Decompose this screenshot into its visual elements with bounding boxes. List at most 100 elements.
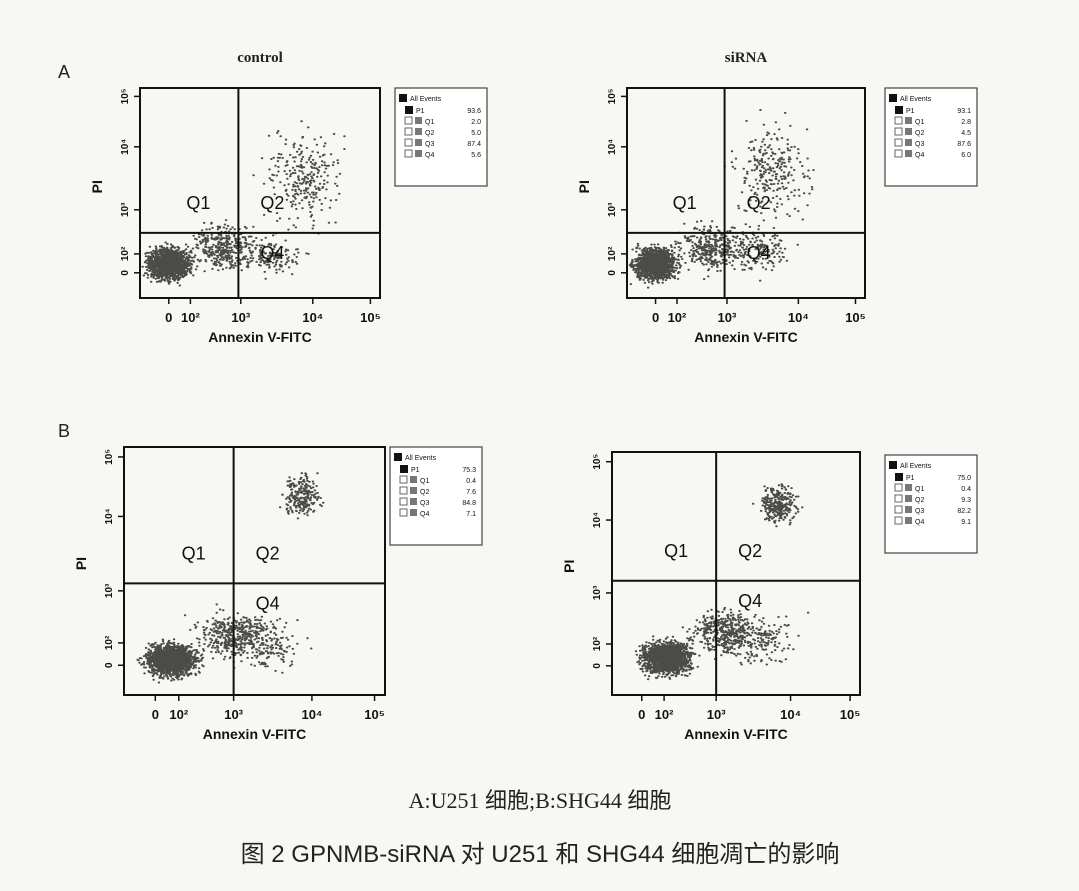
panel-title: control	[237, 50, 283, 66]
y-tick-label: 10⁵	[592, 454, 603, 470]
legend-checkbox	[404, 127, 413, 136]
legend-header: All Events	[410, 96, 442, 103]
x-tick-label: 10⁴	[788, 310, 809, 325]
legend-swatch	[905, 128, 912, 135]
legend-swatch	[905, 117, 912, 124]
legend-header: All Events	[900, 463, 932, 470]
x-tick-label: 10³	[231, 310, 250, 325]
y-tick-label: 10⁵	[607, 88, 618, 104]
legend-box	[389, 446, 483, 546]
legend-swatch	[410, 509, 417, 516]
legend-swatch	[410, 498, 417, 505]
legend-entry-value: 6.0	[961, 152, 971, 159]
y-tick-label: 10³	[120, 202, 131, 217]
quadrant-label: Q1	[186, 193, 210, 213]
legend-swatch	[399, 94, 407, 102]
x-tick-label: 10²	[668, 310, 687, 325]
y-tick-label: 10²	[607, 246, 618, 261]
legend-entry-name: Q2	[425, 130, 434, 137]
y-tick-label: 10²	[592, 636, 603, 651]
legend-entry-value: 0.4	[961, 486, 971, 493]
legend-entry-value: 2.0	[471, 119, 481, 126]
x-tick-label: 0	[165, 310, 172, 325]
y-tick-label: 10³	[592, 585, 603, 600]
event-cloud	[628, 109, 815, 289]
legend-checkbox	[399, 475, 408, 484]
legend-swatch	[405, 106, 413, 114]
legend-checkbox	[404, 149, 413, 158]
x-tick-label: 10⁵	[845, 310, 866, 325]
legend-entry-value: 0.4	[466, 478, 476, 485]
x-tick-label: 10³	[707, 707, 726, 722]
legend-gate-value: 93.6	[467, 108, 481, 115]
legend-entry-value: 87.6	[957, 141, 971, 148]
legend-gate: P1	[411, 467, 420, 474]
quadrant-label: Q4	[256, 593, 280, 613]
quadrant-label: Q4	[260, 243, 284, 263]
legend-swatch	[410, 487, 417, 494]
legend-swatch	[895, 106, 903, 114]
legend-entry-name: Q1	[915, 486, 924, 493]
legend-checkbox	[894, 494, 903, 503]
legend-checkbox	[894, 149, 903, 158]
quadrant-label: Q2	[260, 193, 284, 213]
legend-checkbox	[894, 516, 903, 525]
y-tick-label: 10⁵	[120, 88, 131, 104]
y-tick-label: 10²	[120, 246, 131, 261]
legend-entry-name: Q1	[915, 119, 924, 126]
x-axis-label: Annexin V-FITC	[203, 726, 306, 742]
legend-checkbox	[399, 486, 408, 495]
x-axis-label: Annexin V-FITC	[684, 726, 787, 742]
x-tick-label: 10⁵	[840, 707, 861, 722]
legend-checkbox	[399, 497, 408, 506]
legend-swatch	[415, 117, 422, 124]
legend-swatch	[400, 465, 408, 473]
plot-frame	[611, 451, 861, 696]
legend-entry-name: Q3	[915, 141, 924, 148]
y-tick-label: 10⁴	[607, 139, 618, 155]
y-tick-label: 0	[592, 663, 603, 669]
event-cloud	[141, 120, 346, 287]
x-axis-label: Annexin V-FITC	[694, 329, 797, 345]
legend-swatch	[415, 128, 422, 135]
legend-swatch	[905, 139, 912, 146]
legend-swatch	[889, 461, 897, 469]
y-tick-label: 10⁵	[104, 449, 115, 465]
legend-entry-value: 7.6	[466, 489, 476, 496]
x-tick-label: 10⁵	[360, 310, 381, 325]
legend-gate: P1	[906, 108, 915, 115]
legend-box	[394, 87, 488, 187]
x-tick-label: 10³	[224, 707, 243, 722]
y-tick-label: 10³	[607, 202, 618, 217]
y-axis-label: PI	[89, 180, 105, 193]
y-axis-label: PI	[561, 560, 577, 573]
y-tick-label: 10⁴	[592, 512, 603, 528]
quadrant-label: Q2	[747, 193, 771, 213]
legend-entry-value: 82.2	[957, 508, 971, 515]
legend-swatch	[394, 453, 402, 461]
legend-entry-value: 9.1	[961, 519, 971, 526]
legend-entry-name: Q4	[915, 152, 924, 159]
legend-entry-name: Q4	[915, 519, 924, 526]
x-tick-label: 0	[652, 310, 659, 325]
quadrant-label: Q4	[738, 591, 762, 611]
legend-entry-name: Q3	[425, 141, 434, 148]
legend-checkbox	[894, 505, 903, 514]
y-axis-label: PI	[73, 557, 89, 570]
legend-entry-name: Q2	[915, 497, 924, 504]
legend-entry-value: 5.0	[471, 130, 481, 137]
legend-swatch	[905, 517, 912, 524]
legend-gate-value: 75.0	[957, 475, 971, 482]
legend-swatch	[905, 506, 912, 513]
x-axis-label: Annexin V-FITC	[208, 329, 311, 345]
panel-title: siRNA	[725, 50, 768, 66]
caption: 图 2 GPNMB-siRNA 对 U251 和 SHG44 细胞凋亡的影响	[241, 841, 840, 868]
x-tick-label: 10⁴	[780, 707, 801, 722]
legend-swatch	[889, 94, 897, 102]
legend-checkbox	[399, 508, 408, 517]
x-tick-label: 10²	[169, 707, 188, 722]
legend-entry-name: Q4	[425, 152, 434, 159]
y-tick-label: 10⁴	[120, 139, 131, 155]
legend-header: All Events	[900, 96, 932, 103]
